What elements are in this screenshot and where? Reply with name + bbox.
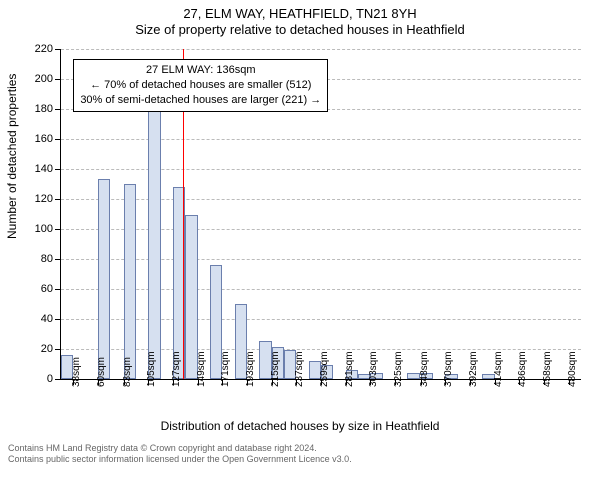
y-axis-label: Number of detached properties [5,73,19,238]
x-tick-label: 458sqm [542,351,553,387]
y-tick-label: 60 [41,283,61,295]
x-tick-label: 303sqm [368,351,379,387]
gridline [61,229,581,230]
gridline [61,259,581,260]
x-tick-label: 348sqm [419,351,430,387]
x-tick-label: 38sqm [71,357,82,387]
x-tick-label: 281sqm [344,351,355,387]
gridline [61,349,581,350]
y-tick-label: 160 [35,133,61,145]
x-tick-label: 83sqm [122,357,133,387]
x-tick-label: 127sqm [171,351,182,387]
annotation-line1: 27 ELM WAY: 136sqm [80,63,321,78]
x-tick-label: 215sqm [270,351,281,387]
x-tick-label: 414sqm [493,351,504,387]
x-tick-label: 237sqm [294,351,305,387]
y-tick-label: 0 [47,373,61,385]
chart-container: Number of detached properties 0204060801… [0,39,600,439]
histogram-bar [407,373,419,379]
gridline [61,139,581,140]
y-tick-label: 100 [35,223,61,235]
y-tick-label: 80 [41,253,61,265]
page-title: 27, ELM WAY, HEATHFIELD, TN21 8YH [0,0,600,22]
histogram-bar [98,179,110,379]
x-tick-label: 480sqm [567,351,578,387]
footer-line1: Contains HM Land Registry data © Crown c… [8,443,592,455]
y-tick-label: 200 [35,73,61,85]
x-axis-label: Distribution of detached houses by size … [0,419,600,433]
gridline [61,319,581,320]
gridline [61,49,581,50]
y-tick-label: 180 [35,103,61,115]
y-tick-label: 20 [41,343,61,355]
gridline [61,199,581,200]
x-tick-label: 370sqm [443,351,454,387]
page-subtitle: Size of property relative to detached ho… [0,22,600,39]
annotation-box: 27 ELM WAY: 136sqm ← 70% of detached hou… [73,59,328,112]
x-tick-label: 60sqm [96,357,107,387]
annotation-line3: 30% of semi-detached houses are larger (… [80,93,321,108]
x-tick-label: 171sqm [220,351,231,387]
y-tick-label: 220 [35,43,61,55]
gridline [61,169,581,170]
y-tick-label: 140 [35,163,61,175]
annotation-line2: ← 70% of detached houses are smaller (51… [80,78,321,93]
x-tick-label: 259sqm [319,351,330,387]
footer-line2: Contains public sector information licen… [8,454,592,466]
y-tick-label: 40 [41,313,61,325]
x-tick-label: 325sqm [393,351,404,387]
x-tick-label: 392sqm [468,351,479,387]
x-tick-label: 105sqm [146,351,157,387]
x-tick-label: 193sqm [245,351,256,387]
histogram-bar [148,104,160,379]
x-tick-label: 436sqm [517,351,528,387]
gridline [61,289,581,290]
footer: Contains HM Land Registry data © Crown c… [0,439,600,472]
histogram-bar [124,184,136,379]
y-tick-label: 120 [35,193,61,205]
x-tick-label: 149sqm [196,351,207,387]
plot-area: 02040608010012014016018020022038sqm60sqm… [60,49,581,380]
